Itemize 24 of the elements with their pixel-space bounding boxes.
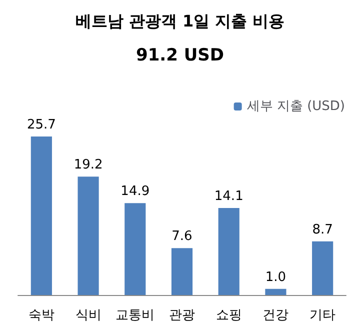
data-label: 14.1 bbox=[214, 189, 244, 204]
x-tick-label: 식비 bbox=[75, 308, 102, 323]
x-tick-label: 교통비 bbox=[116, 308, 155, 323]
data-label: 1.0 bbox=[265, 270, 286, 285]
bar bbox=[265, 288, 286, 295]
bar bbox=[30, 136, 52, 295]
legend-label: 세부 지출 (USD) bbox=[246, 99, 345, 114]
bar bbox=[124, 203, 146, 295]
bar bbox=[218, 208, 240, 295]
bar bbox=[312, 241, 334, 295]
bar bbox=[78, 176, 99, 295]
x-tick-label: 관광 bbox=[169, 308, 195, 323]
data-label: 25.7 bbox=[26, 118, 56, 133]
data-label: 8.7 bbox=[312, 222, 333, 238]
bar bbox=[171, 248, 193, 295]
data-label: 7.6 bbox=[172, 229, 192, 244]
data-label: 19.2 bbox=[74, 158, 103, 173]
data-label: 14.9 bbox=[120, 184, 150, 200]
x-tick-label: 기타 bbox=[310, 308, 336, 323]
chart-subtitle: 91.2 USD bbox=[136, 46, 224, 66]
chart-title: 베트남 관광객 1일 지출 비용 bbox=[75, 12, 285, 30]
x-tick-label: 숙박 bbox=[28, 308, 54, 323]
x-tick-label: 쇼핑 bbox=[216, 308, 242, 323]
x-tick-label: 건강 bbox=[262, 308, 289, 323]
